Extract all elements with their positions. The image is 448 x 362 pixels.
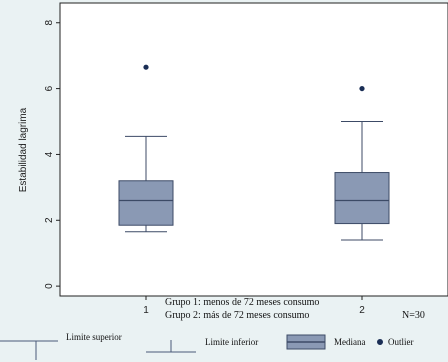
legend-median-label: Mediana <box>334 337 366 347</box>
box-1 <box>118 64 174 233</box>
sample-size-note: N=30 <box>402 310 425 321</box>
iqr-box-2 <box>334 172 390 225</box>
legend-outlier-label: Outlier <box>388 337 414 347</box>
iqr-box-1 <box>118 180 174 226</box>
group1-note: Grupo 1: menos de 72 meses consumo <box>165 297 319 308</box>
outlier-2-0 <box>359 85 365 92</box>
legend: Limite superior Limite inferior Mediana … <box>0 332 414 360</box>
box-series <box>118 64 390 241</box>
x-tick-label-1: 1 <box>143 305 149 316</box>
plot-area <box>59 2 448 297</box>
x-tick-label-2: 2 <box>359 305 365 316</box>
y-tick-label-0: 0 <box>44 283 55 289</box>
legend-upper-label: Limite superior <box>66 332 122 342</box>
y-tick-label-2: 2 <box>44 217 55 223</box>
y-tick-label-4: 4 <box>44 151 55 157</box>
y-axis-label: Estabilidad lagrima <box>18 107 29 192</box>
group2-note: Grupo 2: más de 72 meses consumo <box>165 310 309 321</box>
outlier-1-0 <box>143 64 149 70</box>
legend-lower-label: Limite inferior <box>205 337 258 347</box>
y-tick-label-8: 8 <box>44 20 55 26</box>
y-tick-label-6: 6 <box>44 85 55 91</box>
y-axis-ticks: 0 2 4 6 8 <box>44 20 60 289</box>
legend-outlier-symbol <box>377 339 383 345</box>
box-2 <box>334 85 390 241</box>
